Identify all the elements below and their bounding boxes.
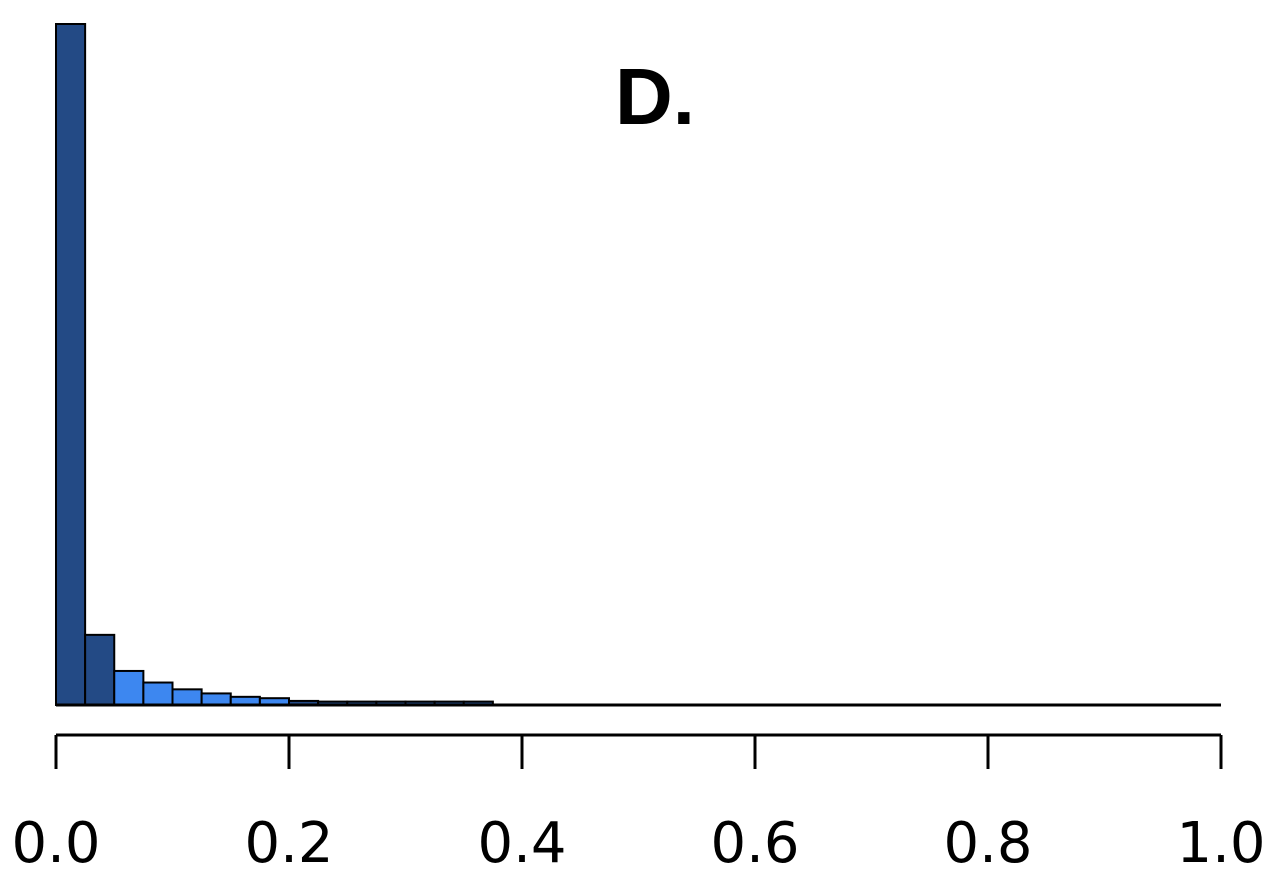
x-tick-label: 0.2 xyxy=(244,811,333,876)
x-tick-label: 0.4 xyxy=(477,811,566,876)
x-axis: 0.0 0.2 0.4 0.6 0.8 1.0 xyxy=(11,733,1266,876)
histogram-bars xyxy=(55,23,494,707)
x-tick-label: 0.6 xyxy=(710,811,799,876)
histogram-bar-3 xyxy=(113,669,145,707)
histogram-bar-6 xyxy=(200,692,232,706)
x-tick-label: 0.8 xyxy=(943,811,1032,876)
histogram-bar-2 xyxy=(84,633,116,706)
x-tick-label: 0.0 xyxy=(11,811,100,876)
x-tick-label: 1.0 xyxy=(1176,811,1265,876)
histogram-bar-5 xyxy=(171,688,203,706)
histogram-bar-1 xyxy=(55,23,87,706)
histogram-bar-4 xyxy=(142,681,174,706)
chart-title: D. xyxy=(615,52,695,141)
